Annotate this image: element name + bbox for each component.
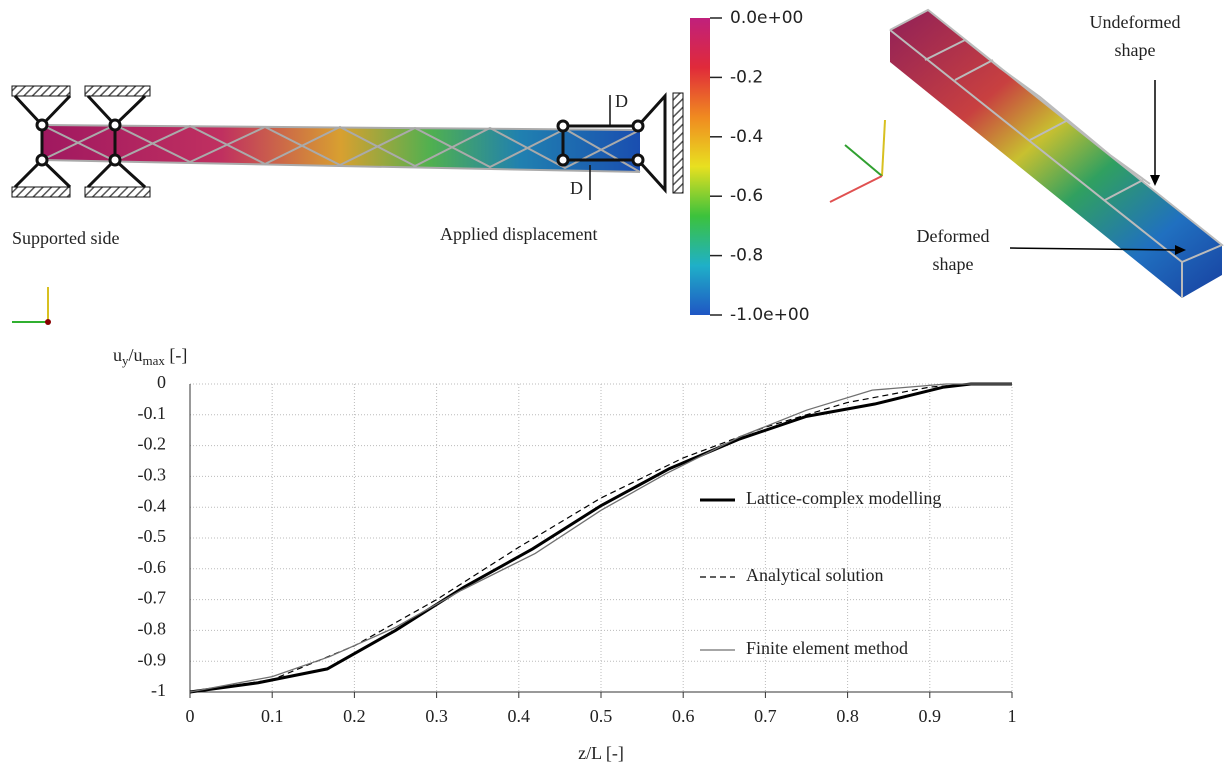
- x-axis-label: z/L [-]: [578, 743, 624, 763]
- deformed-label: Deformed: [917, 226, 990, 246]
- x-tick-label: 0.6: [672, 706, 695, 726]
- figure: D D Supported side Applied displacement …: [0, 0, 1224, 771]
- x-tick-label: 0.7: [754, 706, 777, 726]
- colorbar-tick-label: 0.0e+00: [730, 8, 803, 28]
- colorbar: 0.0e+00 -0.2 -0.4 -0.6 -0.8 -1.0e+00: [690, 8, 810, 325]
- colorbar-gradient: [690, 18, 710, 315]
- colorbar-tick-label: -0.2: [730, 67, 763, 87]
- y-tick-label: -0.1: [138, 403, 167, 423]
- y-tick-label: 0: [157, 372, 166, 392]
- x-tick-label: 0.2: [343, 706, 366, 726]
- left-label: Supported side: [12, 228, 120, 248]
- x-tick-label: 0.5: [590, 706, 613, 726]
- legend-label: Lattice-complex modelling: [746, 488, 941, 508]
- y-tick-label: -0.3: [138, 465, 167, 485]
- legend-label: Finite element method: [746, 638, 908, 658]
- x-tick-label: 0.9: [919, 706, 942, 726]
- deformed-label: shape: [933, 254, 974, 274]
- beam-diagram: D D Supported side Applied displacement: [12, 86, 683, 325]
- chart: 0 -0.1 -0.2 -0.3 -0.4 -0.5 -0.6 -0.7 -0.8 -0.9 -1 0…: [113, 345, 1017, 763]
- x-tick-label: 0: [186, 706, 195, 726]
- box-3d: Undeformed shape Deformed shape: [890, 10, 1222, 298]
- colorbar-tick-label: -0.8: [730, 246, 763, 266]
- y-axis-label-part: /u: [129, 345, 143, 365]
- legend-label: Analytical solution: [746, 565, 883, 585]
- axis-icon: [12, 287, 51, 325]
- x-tick-label: 1: [1008, 706, 1017, 726]
- x-tick-label: 0.8: [836, 706, 859, 726]
- colorbar-tick-label: -0.6: [730, 186, 763, 206]
- undeformed-label: shape: [1115, 40, 1156, 60]
- y-tick-label: -1: [151, 680, 166, 700]
- y-axis-label-part: max: [143, 353, 166, 368]
- colorbar-tick-label: -1.0e+00: [730, 305, 810, 325]
- y-tick-label: -0.7: [138, 588, 167, 608]
- y-tick-label: -0.4: [138, 495, 167, 515]
- x-tick-label: 0.3: [425, 706, 448, 726]
- y-tick-label: -0.8: [138, 619, 167, 639]
- d-label: D: [615, 91, 628, 111]
- y-tick-label: -0.9: [138, 649, 167, 669]
- y-tick-label: -0.6: [138, 557, 167, 577]
- y-axis-label-part: u: [113, 345, 122, 365]
- x-tick-label: 0.1: [261, 706, 284, 726]
- right-label: Applied displacement: [440, 224, 597, 244]
- x-tick-label: 0.4: [508, 706, 531, 726]
- y-tick-label: -0.5: [138, 526, 167, 546]
- axis-triad: [830, 120, 885, 202]
- d-label: D: [570, 178, 583, 198]
- colorbar-tick-label: -0.4: [730, 127, 763, 147]
- y-axis-label-part: [-]: [165, 345, 187, 365]
- undeformed-label: Undeformed: [1090, 12, 1181, 32]
- y-tick-label: -0.2: [138, 434, 167, 454]
- y-axis-label: uy/umax [-]: [113, 345, 187, 368]
